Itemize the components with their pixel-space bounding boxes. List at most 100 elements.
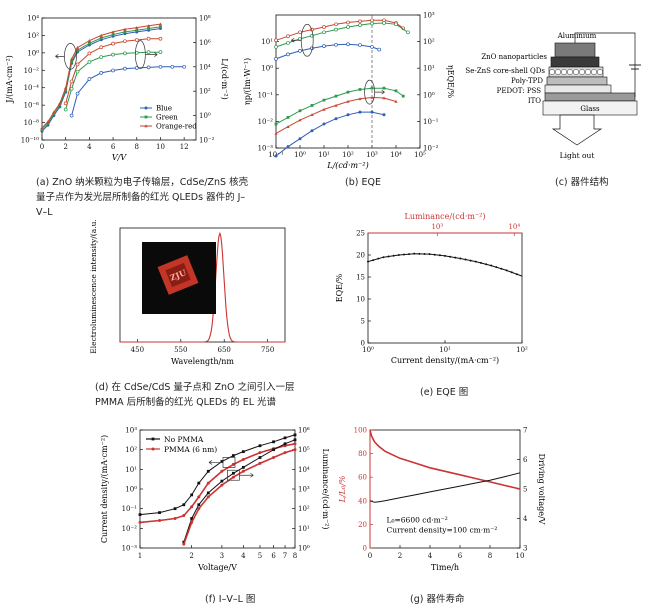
data-point [370,45,374,49]
legend-marker [151,447,155,451]
series-line-red [139,443,296,524]
tick-label: 450 [131,346,144,354]
data-point [75,46,80,49]
data-point [197,507,201,511]
tick-label: 10² [516,346,528,354]
data-point [310,129,314,133]
data-point [46,122,50,125]
y-axis-label: Electroluminescence intensity/(a.u.) [89,220,98,354]
tick-label: 10⁸ [199,15,211,23]
data-point [197,495,201,499]
data-point [444,254,446,257]
data-point [286,116,290,119]
y2-axis-label: ηEQE/% [446,65,455,99]
tick-label: 10³ [125,427,137,435]
data-point [173,517,177,520]
tick-label: 8 [488,552,492,560]
data-point [69,86,74,91]
data-point [146,36,151,41]
tick-label: 10² [125,446,137,454]
tick-label: 10⁻³ [258,145,274,153]
data-point [495,266,498,269]
plot-frame [41,17,197,141]
data-point [377,257,380,260]
data-point [370,18,374,23]
data-point [298,118,302,122]
qd-particle [567,69,573,75]
data-point [99,36,103,40]
tick-label: 0 [361,340,365,348]
qd-particle [579,69,585,75]
data-point [231,471,235,475]
data-point [241,465,245,469]
data-point [346,42,350,47]
data-point [87,51,92,56]
tick-label: 10¹ [261,38,273,46]
y-axis-label: ηp/(lm·W⁻¹) [243,58,252,105]
data-point [322,44,326,48]
data-point [490,264,493,267]
tick-label: 7 [523,427,527,435]
data-point [170,64,175,69]
data-point [274,131,278,135]
x-axis-label: Wavelength/nm [171,357,234,366]
legend-marker [144,106,148,110]
annotation: Current density=100 cm·m⁻² [387,525,498,534]
data-point [231,475,235,479]
legend-label: PMMA (6 nm) [164,445,217,454]
data-point [64,86,68,90]
data-point [258,461,262,465]
data-point [87,39,91,42]
data-point [449,255,452,258]
data-point [515,273,518,276]
data-point [479,261,482,264]
plot-frame [275,14,421,149]
light-out-label: Light out [560,151,595,160]
data-point [397,254,400,256]
tick-label: 10¹ [318,151,330,159]
data-point [346,25,350,29]
data-point [298,49,302,53]
data-point [438,254,441,257]
data-point [135,25,139,29]
data-point [70,60,74,63]
qd-particle [597,69,603,75]
data-point [510,271,513,274]
data-point [87,77,92,81]
data-point [423,252,426,255]
inset-led-center [165,262,191,288]
tick-label: 10⁻² [24,67,40,75]
data-point [358,23,362,27]
data-point [346,20,350,25]
tick-label: 10⁻⁴ [24,84,40,92]
tick-label: 10³ [423,12,435,20]
series-line-orange_red [41,23,161,129]
arrow-to-left-axis [55,54,65,59]
x2-tick-label: 10³ [431,223,443,231]
tick-label: 3 [523,545,527,553]
data-point [52,110,56,114]
data-point [401,94,405,98]
data-point [158,518,162,522]
data-point [322,107,326,111]
tick-label: 10⁻³ [122,545,138,553]
data-point [459,257,462,260]
qd-particle [573,69,579,75]
tick-label: 10¹ [298,525,310,533]
data-point [87,41,91,45]
data-point [334,117,338,121]
tick-label: 10⁰ [298,545,310,553]
data-point [346,99,350,103]
data-point [64,88,68,92]
data-point [63,101,68,106]
data-point [134,66,139,70]
data-point [52,112,56,116]
data-point [274,122,278,126]
y-tick-label: 40 [358,497,367,505]
data-point [382,21,386,25]
arrow-to-right-axis [239,472,254,478]
caption-f: (f) I–V–L 图 [205,594,256,605]
tick-label: 10⁻⁶ [24,102,40,110]
series-line-black [369,472,521,503]
